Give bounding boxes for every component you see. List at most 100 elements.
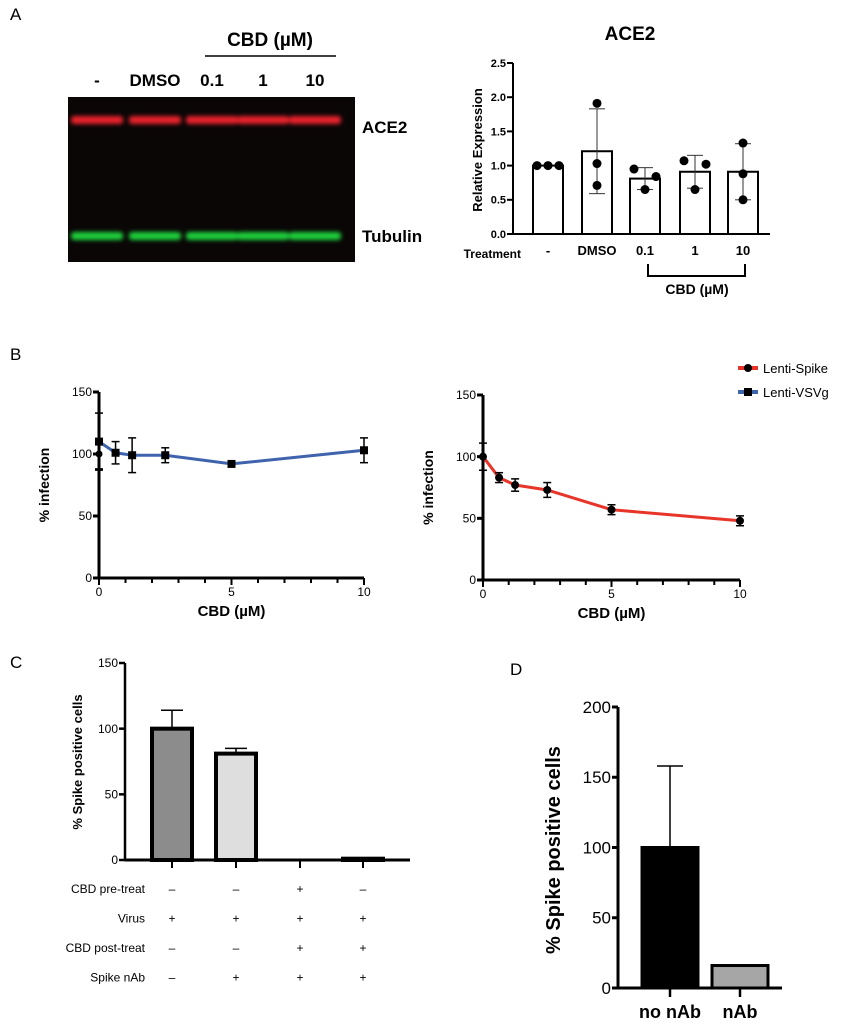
y-tick-label: 0.0 [491, 229, 506, 241]
x-axis-label: Treatment [464, 247, 521, 261]
y-tick-label: 200 [583, 698, 611, 717]
y-tick-label: 100 [98, 722, 118, 736]
condition-label: Spike nAb [90, 971, 145, 985]
y-tick-label: 0.5 [491, 195, 506, 207]
data-point [607, 505, 616, 514]
bar [532, 164, 564, 236]
y-tick-label: 150 [98, 656, 118, 670]
legend-label: Lenti-Spike [763, 361, 828, 376]
data-point [736, 516, 744, 525]
condition-symbol: + [359, 912, 366, 926]
condition-symbol: + [232, 912, 239, 926]
x-tick-label: nAb [723, 1002, 758, 1022]
ace2-band [237, 116, 289, 124]
data-point [360, 446, 368, 455]
condition-label: CBD post-treat [66, 941, 146, 955]
data-point [495, 473, 504, 482]
y-axis-label: % Spike positive cells [70, 694, 85, 829]
y-tick-label: 150 [72, 385, 92, 399]
x-tick-label: 1 [691, 243, 698, 258]
x-tick-label: - [546, 243, 550, 258]
data-point [532, 161, 542, 171]
data-point [479, 452, 487, 461]
panel-label-d: D [510, 660, 522, 679]
spike-positive-nab-chart: 0 50 100 150 200 % Spike positive cells no nAb… [543, 698, 782, 1022]
data-point [95, 437, 103, 446]
panel-label-b: B [10, 345, 21, 364]
band-label-tubulin: Tubulin [362, 227, 422, 246]
bar [640, 846, 700, 990]
y-tick-label: 150 [583, 768, 611, 787]
y-tick-label: 50 [79, 509, 93, 523]
condition-symbol: – [169, 941, 176, 955]
condition-symbol: + [232, 971, 239, 985]
data-point [128, 451, 137, 460]
condition-label: CBD pre-treat [71, 882, 146, 896]
data-point [651, 172, 661, 182]
x-tick-label: 0.1 [636, 243, 654, 258]
condition-symbol: + [359, 971, 366, 985]
y-tick-label: 0 [85, 571, 92, 585]
y-tick-label: 100 [456, 450, 476, 464]
x-tick-label: 0 [96, 585, 103, 599]
ace2-band [289, 116, 341, 124]
condition-symbol: – [233, 882, 240, 896]
condition-symbol: + [296, 882, 303, 896]
legend-marker [744, 388, 752, 396]
tubulin-band [129, 232, 181, 240]
y-tick-label: 2.0 [491, 92, 506, 104]
condition-symbol: – [233, 941, 240, 955]
data-point [738, 195, 748, 205]
x-tick-label: DMSO [578, 243, 617, 258]
tubulin-band [289, 232, 341, 240]
data-point [629, 164, 639, 174]
x-tick-label: 10 [357, 585, 371, 599]
x-tick-label: 10 [736, 243, 750, 258]
tubulin-band [71, 232, 123, 240]
data-point [543, 485, 552, 494]
data-point [690, 185, 700, 195]
lane-label: 0.1 [200, 71, 224, 90]
condition-label: Virus [118, 912, 145, 926]
y-tick-label: 150 [456, 388, 476, 402]
ace2-band [186, 116, 238, 124]
data-point [738, 138, 748, 148]
condition-symbol: + [296, 941, 303, 955]
y-tick-label: 50 [105, 788, 119, 802]
data-point [701, 159, 711, 169]
y-tick-label: 50 [463, 512, 477, 526]
series-line [481, 455, 741, 523]
data-point [543, 161, 553, 171]
condition-symbol: – [169, 882, 176, 896]
condition-symbol: – [360, 882, 367, 896]
chart-title: ACE2 [605, 24, 656, 45]
y-axis-label: % infection [420, 450, 436, 525]
ace2-bar-chart: ACE2 Relative Expression 0.0 0.5 1.0 1.5 2.0 2.… [464, 24, 770, 297]
x-tick-label: 5 [608, 587, 615, 601]
data-point [111, 448, 120, 457]
band-label-ace2: ACE2 [362, 118, 407, 137]
x-tick-label: 5 [228, 585, 235, 599]
data-point [640, 185, 650, 195]
y-tick-label: 0 [111, 853, 118, 867]
y-tick-label: 0 [602, 979, 611, 998]
x-tick-label: 0 [480, 587, 487, 601]
ace2-band [129, 116, 181, 124]
tubulin-band [186, 232, 238, 240]
spike-positive-conditions-chart: 0 50 100 150 % Spike positive cells CBD pre-t… [66, 656, 410, 985]
bar [214, 751, 258, 862]
data-point [738, 169, 748, 179]
panel-label-c: C [10, 653, 22, 672]
condition-symbol: + [168, 912, 175, 926]
lane-label: - [94, 71, 100, 90]
condition-symbol: + [296, 971, 303, 985]
condition-symbol: + [359, 941, 366, 955]
data-point [592, 159, 602, 169]
y-tick-label: 100 [72, 447, 92, 461]
x-axis-label: CBD (µM) [198, 603, 266, 620]
y-tick-label: 2.5 [491, 58, 506, 70]
blot-group-label: CBD (µM) [227, 30, 313, 51]
legend-marker [744, 364, 752, 372]
